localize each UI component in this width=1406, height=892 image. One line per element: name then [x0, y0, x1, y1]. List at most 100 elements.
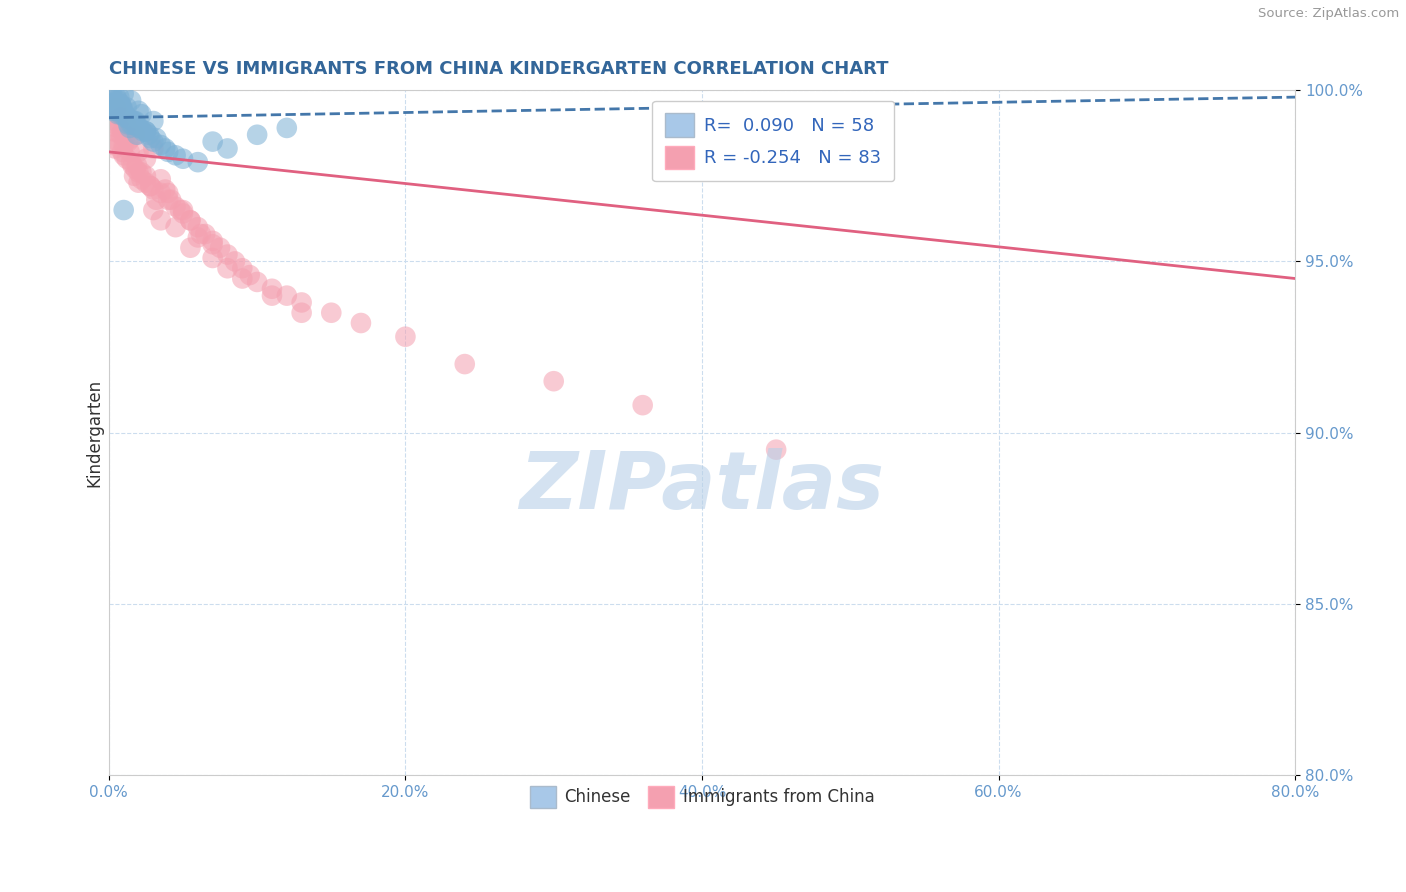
Point [112, 138, 135, 153]
Point [149, 138, 172, 153]
Point [157, 145, 180, 159]
Point [125, 128, 148, 142]
Point [112, 148, 135, 162]
Point [217, 141, 239, 155]
Point [350, 316, 373, 330]
Point [138, 128, 160, 142]
Point [179, 213, 201, 227]
Point [129, 120, 152, 135]
Point [142, 182, 165, 196]
Point [201, 251, 224, 265]
Point [201, 237, 224, 252]
Point [149, 186, 172, 200]
Point [153, 141, 176, 155]
Point [246, 128, 269, 142]
Point [115, 118, 138, 132]
Point [111, 145, 134, 159]
Point [139, 131, 162, 145]
Point [201, 234, 224, 248]
Point [110, 100, 132, 114]
Point [142, 202, 165, 217]
Point [117, 111, 139, 125]
Point [121, 114, 143, 128]
Point [120, 118, 142, 132]
Point [291, 306, 314, 320]
Point [135, 124, 157, 138]
Point [104, 97, 127, 112]
Point [209, 241, 232, 255]
Point [157, 186, 180, 200]
Point [107, 120, 129, 135]
Point [120, 131, 142, 145]
Point [124, 128, 146, 142]
Point [172, 202, 194, 217]
Point [122, 114, 145, 128]
Point [105, 97, 128, 112]
Point [101, 97, 124, 112]
Point [145, 193, 167, 207]
Point [165, 200, 187, 214]
Point [121, 159, 143, 173]
Point [128, 165, 150, 179]
Point [105, 100, 128, 114]
Point [110, 128, 132, 142]
Point [135, 152, 157, 166]
Point [128, 120, 150, 135]
Point [165, 220, 187, 235]
Point [157, 193, 180, 207]
Point [114, 111, 136, 125]
Point [169, 202, 191, 217]
Point [111, 100, 134, 114]
Legend: Chinese, Immigrants from China: Chinese, Immigrants from China [523, 780, 882, 814]
Text: CHINESE VS IMMIGRANTS FROM CHINA KINDERGARTEN CORRELATION CHART: CHINESE VS IMMIGRANTS FROM CHINA KINDERG… [108, 60, 889, 78]
Point [132, 124, 155, 138]
Point [124, 114, 146, 128]
Point [165, 148, 187, 162]
Point [107, 135, 129, 149]
Point [179, 213, 201, 227]
Point [114, 107, 136, 121]
Point [103, 138, 125, 153]
Point [112, 87, 135, 101]
Point [121, 118, 143, 132]
Point [117, 135, 139, 149]
Point [187, 220, 209, 235]
Point [160, 193, 183, 207]
Point [125, 159, 148, 173]
Point [187, 230, 209, 244]
Point [135, 124, 157, 138]
Point [454, 357, 477, 371]
Text: ZIPatlas: ZIPatlas [519, 449, 884, 526]
Y-axis label: Kindergarten: Kindergarten [86, 378, 103, 487]
Point [115, 100, 138, 114]
Point [260, 282, 283, 296]
Point [131, 165, 153, 179]
Point [120, 94, 142, 108]
Point [246, 275, 269, 289]
Point [104, 97, 127, 112]
Point [149, 172, 172, 186]
Point [224, 254, 246, 268]
Point [115, 111, 138, 125]
Point [260, 288, 283, 302]
Point [179, 241, 201, 255]
Point [111, 100, 134, 114]
Point [131, 107, 153, 121]
Point [543, 374, 565, 388]
Point [110, 111, 132, 125]
Point [187, 155, 209, 169]
Point [108, 107, 131, 121]
Point [117, 118, 139, 132]
Point [118, 145, 141, 159]
Point [118, 120, 141, 135]
Point [131, 172, 153, 186]
Point [105, 103, 128, 118]
Point [765, 442, 787, 457]
Point [128, 103, 150, 118]
Point [172, 152, 194, 166]
Point [107, 107, 129, 121]
Point [107, 94, 129, 108]
Point [190, 227, 212, 241]
Point [115, 152, 138, 166]
Point [142, 141, 165, 155]
